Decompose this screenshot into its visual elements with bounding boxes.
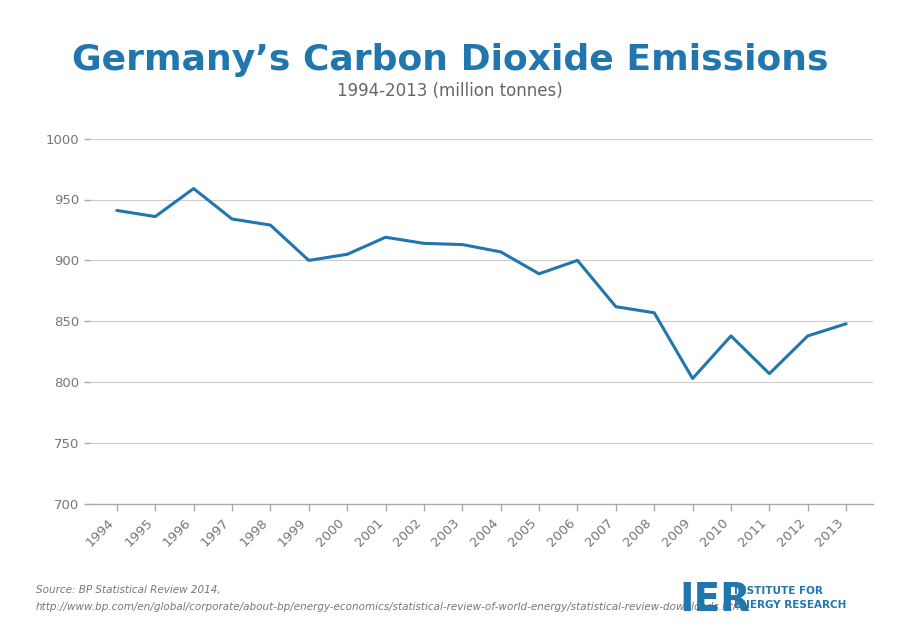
- Text: IER: IER: [680, 581, 751, 619]
- Text: http://www.bp.com/en/global/corporate/about-bp/energy-economics/statistical-revi: http://www.bp.com/en/global/corporate/ab…: [36, 602, 747, 612]
- Text: Source: BP Statistical Review 2014,: Source: BP Statistical Review 2014,: [36, 585, 220, 595]
- Text: 1994-2013 (million tonnes): 1994-2013 (million tonnes): [338, 83, 562, 100]
- Text: ENERGY RESEARCH: ENERGY RESEARCH: [734, 600, 846, 610]
- Text: INSTITUTE FOR: INSTITUTE FOR: [734, 586, 823, 596]
- Text: Germany’s Carbon Dioxide Emissions: Germany’s Carbon Dioxide Emissions: [72, 43, 828, 77]
